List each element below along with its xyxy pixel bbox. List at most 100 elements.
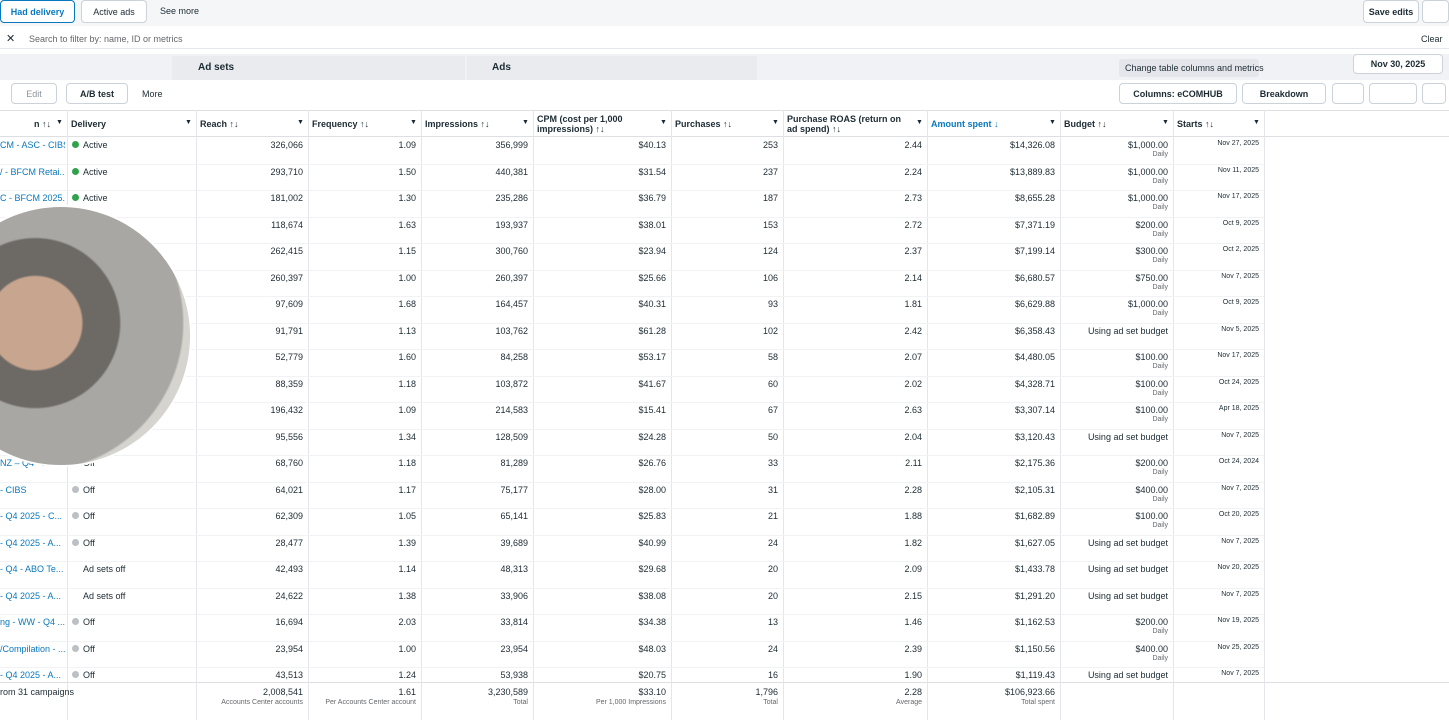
name-cell[interactable]: /Compilation - ...	[0, 643, 65, 654]
cpm-cell: $25.66	[638, 272, 666, 283]
roas-cell: 1.88	[904, 511, 922, 521]
edit-button[interactable]: Edit	[11, 83, 57, 104]
search-bar[interactable]	[0, 28, 1449, 49]
status-dot	[72, 644, 79, 652]
column-header[interactable]: Frequency ↑↓	[312, 119, 370, 129]
frequency-cell: 1.30	[398, 193, 416, 203]
frequency-cell: 1.68	[398, 299, 416, 309]
budget-cell: Using ad set budget	[1087, 431, 1168, 442]
name-cell[interactable]: ng - WW - Q4 ...	[0, 617, 65, 627]
column-menu[interactable]: ▼	[522, 119, 529, 126]
name-cell[interactable]: - Q4 - ABO Te...	[0, 564, 64, 574]
spent-cell: $6,629.88	[1014, 299, 1055, 309]
row-divider	[0, 508, 1264, 509]
level-tab[interactable]: Ad sets	[172, 56, 465, 80]
column-menu[interactable]: ▼	[185, 119, 192, 126]
column-menu[interactable]: ▼	[297, 119, 304, 126]
tab[interactable]: Had delivery	[0, 0, 75, 23]
frequency-cell: 1.63	[398, 219, 416, 230]
column-menu[interactable]: ▼	[772, 119, 779, 126]
close-icon[interactable]: ✕	[6, 33, 16, 45]
delivery-cell: Off	[83, 670, 95, 680]
cpm-cell: $15.41	[638, 405, 666, 415]
column-header[interactable]: Reach ↑↓	[200, 119, 239, 129]
breakdown-button[interactable]: Breakdown	[1242, 83, 1326, 104]
frequency-cell: 1.00	[398, 272, 416, 283]
total-cell: 3,230,589	[487, 687, 528, 697]
column-header[interactable]: Purchases ↑↓	[675, 119, 733, 129]
column-menu[interactable]: ▼	[660, 119, 667, 126]
total-note: Per Accounts Center account	[325, 699, 416, 706]
chart-button[interactable]	[1422, 83, 1446, 104]
column-divider	[671, 110, 672, 720]
settings-button[interactable]	[1422, 0, 1449, 23]
level-tab[interactable]: Ads	[467, 56, 757, 80]
budget-cell: $1,000.00	[1127, 166, 1168, 177]
export-button[interactable]	[1369, 83, 1417, 104]
spent-cell: $4,328.71	[1014, 378, 1055, 389]
impressions-cell: 48,313	[500, 564, 528, 574]
roas-cell: 2.07	[904, 352, 922, 362]
name-cell[interactable]: - Q4 2025 - A...	[0, 670, 62, 680]
purchases-cell: 21	[767, 511, 778, 521]
more-button[interactable]: More	[142, 89, 163, 99]
column-menu[interactable]: ▼	[1049, 119, 1056, 126]
column-header[interactable]: Budget ↑↓	[1064, 119, 1107, 129]
column-menu[interactable]: ▼	[410, 119, 417, 126]
frequency-cell: 1.17	[398, 484, 416, 495]
frequency-cell: 1.18	[398, 458, 416, 468]
name-cell[interactable]: C - BFCM 2025...	[0, 193, 65, 203]
name-cell[interactable]: - Q4 2025 - A...	[0, 590, 62, 601]
column-header[interactable]: Delivery	[71, 119, 107, 129]
roas-cell: 2.39	[904, 643, 922, 654]
total-cell: $106,923.66	[1004, 687, 1055, 697]
name-cell[interactable]: - Q4 2025 - A...	[0, 537, 62, 548]
reach-cell: 23,954	[275, 643, 303, 654]
impressions-cell: 39,689	[500, 537, 528, 548]
name-cell[interactable]: - Q4 2025 - C...	[0, 511, 63, 521]
row-divider	[0, 667, 1264, 668]
cpm-cell: $34.38	[638, 617, 666, 627]
name-cell[interactable]: / - BFCM Retai...	[0, 166, 65, 177]
impressions-cell: 84,258	[500, 352, 528, 362]
tab[interactable]: Active ads	[81, 0, 147, 23]
reach-cell: 326,066	[270, 140, 303, 150]
frequency-cell: 1.05	[398, 511, 416, 521]
purchases-cell: 237	[762, 166, 778, 177]
column-menu[interactable]: ▼	[916, 119, 923, 126]
spent-cell: $1,150.56	[1014, 643, 1055, 654]
search-placeholder[interactable]: Search to filter by: name, ID or metrics	[29, 34, 183, 44]
column-header[interactable]: Impressions ↑↓	[425, 119, 490, 129]
purchases-cell: 153	[762, 219, 778, 230]
budget-note: Daily	[1152, 389, 1168, 397]
status-dot	[72, 141, 79, 148]
reach-cell: 91,791	[275, 325, 303, 336]
column-header[interactable]: Starts ↑↓	[1177, 119, 1215, 129]
column-header[interactable]: CPM (cost per 1,000 impressions) ↑↓	[537, 114, 623, 134]
roas-cell: 2.42	[904, 325, 922, 336]
purchases-cell: 16	[767, 670, 778, 680]
column-menu[interactable]: ▼	[1162, 119, 1169, 126]
budget-note: Daily	[1152, 310, 1168, 317]
impressions-cell: 164,457	[495, 299, 528, 309]
column-header[interactable]: Purchase ROAS (return on ad spend) ↑↓	[787, 114, 902, 134]
cpm-cell: $48.03	[638, 643, 666, 654]
clear-button[interactable]: Clear	[1421, 34, 1443, 44]
spent-cell: $14,326.08	[1009, 140, 1055, 150]
column-header[interactable]: Amount spent ↓	[931, 119, 999, 129]
frequency-cell: 1.38	[398, 590, 416, 601]
status-dot	[72, 671, 79, 678]
row-divider	[0, 216, 1264, 218]
column-header[interactable]: n ↑↓	[34, 119, 51, 129]
tab[interactable]: See more	[160, 6, 200, 16]
columns-button[interactable]: Columns: eCOMHUB	[1119, 83, 1237, 104]
ab-test-button[interactable]: A/B test	[66, 83, 128, 104]
column-menu[interactable]: ▼	[56, 119, 63, 126]
name-cell[interactable]: - CIBS	[0, 484, 27, 495]
save-button[interactable]: Save edits	[1363, 0, 1419, 23]
date-picker[interactable]: Nov 30, 2025	[1353, 54, 1443, 74]
column-menu[interactable]: ▼	[1253, 119, 1260, 126]
report-button[interactable]	[1332, 83, 1364, 104]
name-cell[interactable]: CM - ASC - CIBS	[0, 140, 65, 150]
